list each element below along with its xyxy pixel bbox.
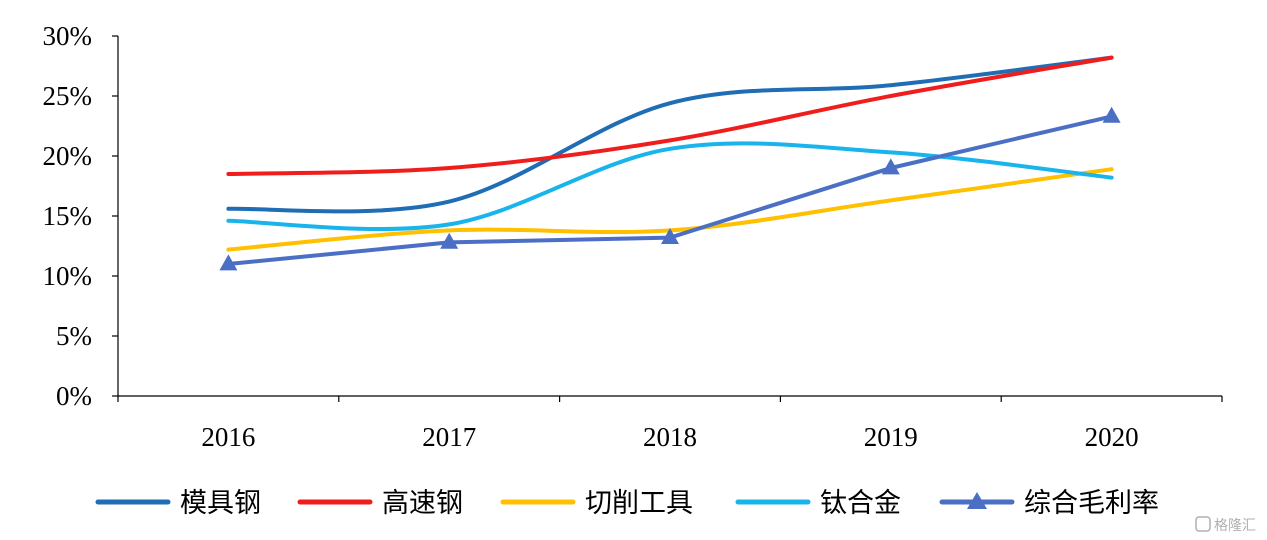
y-axis-ticks: 0% 5% 10% 15% 20% 25% 30% [43, 21, 118, 411]
y-tick-label: 15% [43, 201, 93, 231]
x-tick-label: 2017 [422, 422, 476, 452]
legend-label-2: 切削工具 [585, 488, 693, 519]
watermark: 格隆汇 [1195, 516, 1256, 534]
series-line-3 [226, 141, 1114, 232]
series-line-0 [226, 55, 1114, 214]
y-tick-label: 30% [43, 21, 93, 51]
y-tick-label: 20% [43, 141, 93, 171]
legend: 模具钢 高速钢 切削工具 钛合金 综合毛利率 [95, 488, 1159, 519]
series-marker-4 [881, 158, 900, 175]
x-tick-label: 2016 [201, 422, 255, 452]
series-marker-4 [1102, 106, 1121, 123]
legend-label-1: 高速钢 [382, 488, 463, 519]
x-tick-label: 2020 [1085, 422, 1139, 452]
y-tick-label: 5% [56, 321, 92, 351]
watermark-text: 格隆汇 [1214, 518, 1256, 534]
legend-label-0: 模具钢 [180, 488, 261, 519]
watermark-logo-icon [1195, 516, 1211, 532]
series-marker-4 [661, 228, 679, 244]
series-markers [219, 106, 1121, 271]
x-axis-ticks: 2016 2017 2018 2019 2020 [117, 396, 1223, 452]
x-tick-label: 2019 [864, 422, 918, 452]
series-line-1 [226, 55, 1114, 176]
x-tick-label: 2018 [643, 422, 697, 452]
y-tick-label: 0% [56, 381, 92, 411]
axes [117, 36, 1222, 397]
series-marker-4 [440, 232, 459, 249]
series-marker-4 [219, 254, 238, 271]
y-tick-label: 10% [43, 261, 93, 291]
legend-label-4: 综合毛利率 [1024, 488, 1159, 519]
legend-label-3: 钛合金 [820, 488, 901, 519]
legend-marker-4 [967, 492, 987, 509]
y-tick-label: 25% [43, 81, 93, 111]
